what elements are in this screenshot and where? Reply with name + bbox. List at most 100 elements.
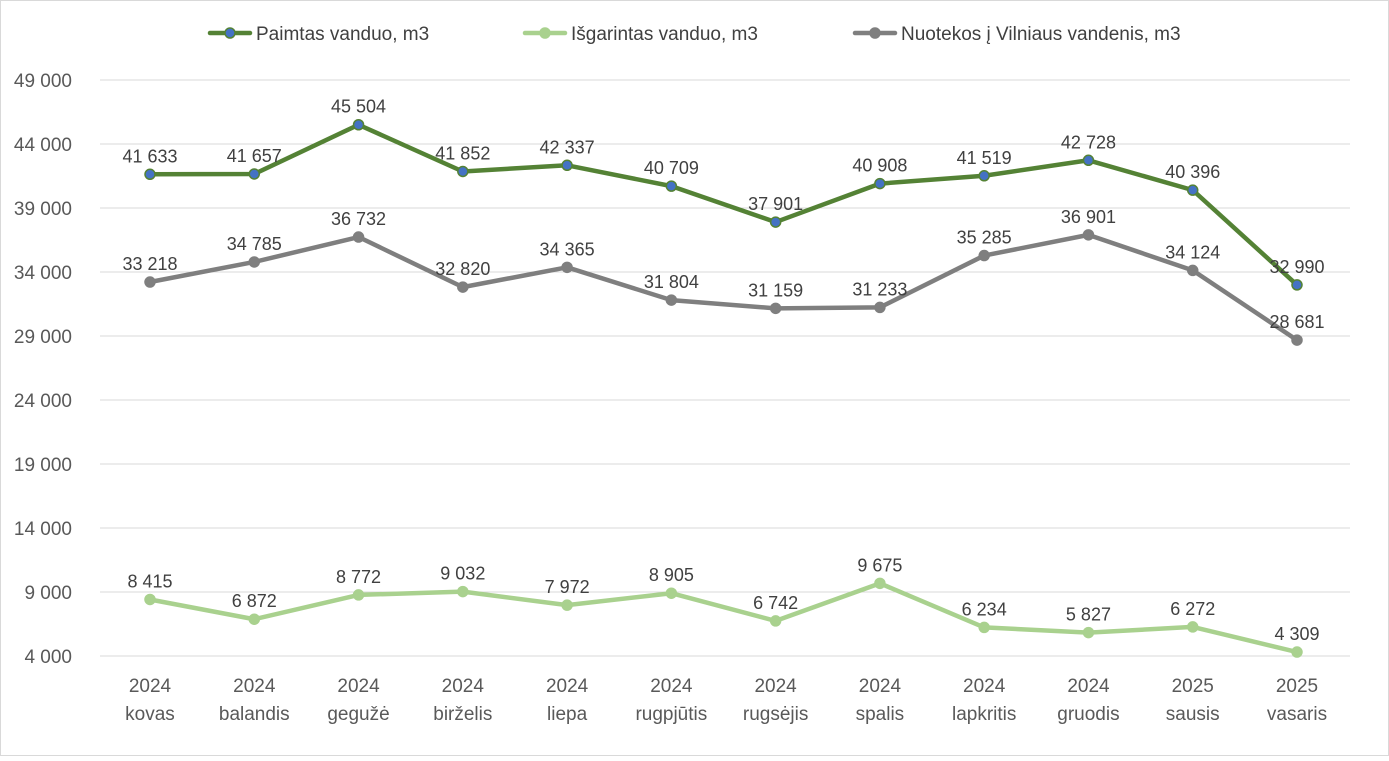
y-tick-label: 44 000 (14, 135, 72, 156)
data-point (1186, 621, 1199, 633)
data-point (248, 256, 261, 268)
data-label: 32 990 (1269, 257, 1324, 277)
x-tick-label: 2024 (442, 676, 485, 697)
legend-marker (539, 27, 551, 39)
x-tick-label: kovas (125, 704, 175, 725)
x-tick-label: birželis (433, 704, 492, 725)
x-tick-label: gegužė (327, 704, 389, 725)
series-line (147, 581, 1300, 655)
data-label: 8 415 (127, 571, 172, 591)
x-tick-label: 2024 (963, 676, 1006, 697)
data-label: 31 804 (644, 272, 699, 292)
data-label: 34 785 (227, 234, 282, 254)
data-label: 6 742 (753, 593, 798, 613)
y-tick-label: 19 000 (14, 455, 72, 476)
data-label: 41 852 (435, 143, 490, 163)
data-label: 40 908 (852, 156, 907, 176)
data-label: 5 827 (1066, 605, 1111, 625)
data-point (665, 587, 678, 599)
data-point (1186, 184, 1199, 196)
data-point (1291, 334, 1303, 346)
data-point (978, 249, 990, 262)
data-point (769, 216, 782, 228)
data-label: 34 124 (1165, 242, 1220, 262)
data-point (665, 180, 678, 192)
data-point (352, 118, 365, 131)
x-tick-label: 2025 (1172, 676, 1214, 697)
data-label: 33 218 (122, 254, 177, 274)
legend: Paimtas vanduo, m3 Išgarintas vanduo, m3 N… (207, 24, 1181, 45)
data-point (457, 281, 469, 293)
x-tick-label: vasaris (1267, 704, 1327, 725)
x-tick-label: liepa (547, 704, 588, 725)
data-point (978, 170, 990, 182)
data-point (144, 593, 156, 606)
data-point (665, 294, 678, 306)
data-point (1291, 646, 1303, 658)
x-axis-ticks: 2024 kovas 2024 balandis 2024 gegužė 2024 birže… (125, 676, 1327, 725)
data-point (352, 589, 365, 601)
data-label: 6 272 (1170, 599, 1215, 619)
legend-marker (224, 27, 236, 39)
x-tick-label: 2024 (129, 676, 172, 697)
data-label: 36 732 (331, 209, 386, 229)
data-label: 6 234 (962, 599, 1007, 619)
x-tick-label: balandis (219, 704, 290, 725)
x-tick-label: sausis (1166, 704, 1220, 725)
data-label: 36 901 (1061, 207, 1116, 227)
data-label: 4 309 (1274, 624, 1319, 644)
data-label: 34 365 (540, 239, 595, 259)
series-group: 41 633 41 657 45 504 41 852 42 337 40 709 37 9… (122, 97, 1325, 658)
series-3: 33 218 34 785 36 732 32 820 34 365 31 804 31 1… (122, 207, 1325, 346)
data-label: 40 396 (1165, 162, 1220, 182)
data-point (1082, 229, 1095, 241)
data-label: 45 504 (331, 97, 386, 117)
x-tick-label: 2024 (233, 676, 276, 697)
series-line (147, 122, 1300, 288)
data-label: 9 032 (440, 564, 485, 584)
data-label: 37 901 (748, 194, 803, 214)
legend-item: Išgarintas vanduo, m3 (522, 24, 758, 45)
data-label: 8 905 (649, 565, 694, 585)
x-tick-label: 2024 (1067, 676, 1110, 697)
data-point (1186, 264, 1199, 277)
data-label: 7 972 (545, 577, 590, 597)
data-point (1082, 154, 1095, 167)
data-point (769, 615, 782, 627)
data-label: 41 657 (227, 146, 282, 166)
data-label: 42 728 (1061, 132, 1116, 152)
data-label: 9 675 (857, 555, 902, 575)
x-tick-label: 2024 (546, 676, 589, 697)
data-label: 6 872 (232, 591, 277, 611)
y-tick-label: 49 000 (14, 71, 72, 92)
series-1: 41 633 41 657 45 504 41 852 42 337 40 709 37 9… (122, 97, 1325, 291)
data-point (561, 261, 573, 274)
data-label: 28 681 (1269, 312, 1324, 332)
data-label: 8 772 (336, 567, 381, 587)
series-2: 8 415 6 872 8 772 9 032 7 972 8 905 6 742 9 675… (127, 555, 1320, 658)
x-tick-label: 2024 (754, 676, 797, 697)
data-point (1291, 279, 1303, 291)
data-point (457, 585, 469, 598)
data-label: 31 159 (748, 280, 803, 300)
x-tick-label: rugpjūtis (635, 704, 707, 725)
data-point (978, 621, 990, 634)
y-tick-label: 4 000 (24, 647, 72, 668)
data-label: 41 633 (122, 146, 177, 166)
x-tick-label: 2024 (859, 676, 902, 697)
legend-item: Paimtas vanduo, m3 (207, 24, 429, 45)
y-tick-label: 29 000 (14, 327, 72, 348)
legend-label: Nuotekos į Vilniaus vandenis, m3 (901, 24, 1181, 45)
data-point (457, 165, 469, 178)
x-tick-label: spalis (856, 704, 905, 725)
legend-label: Paimtas vanduo, m3 (256, 24, 429, 45)
data-point (248, 168, 261, 180)
data-point (248, 613, 261, 625)
y-tick-label: 9 000 (24, 583, 72, 604)
legend-label: Išgarintas vanduo, m3 (571, 24, 758, 45)
y-tick-label: 14 000 (14, 519, 72, 540)
data-point (144, 168, 156, 181)
data-point (561, 159, 573, 172)
